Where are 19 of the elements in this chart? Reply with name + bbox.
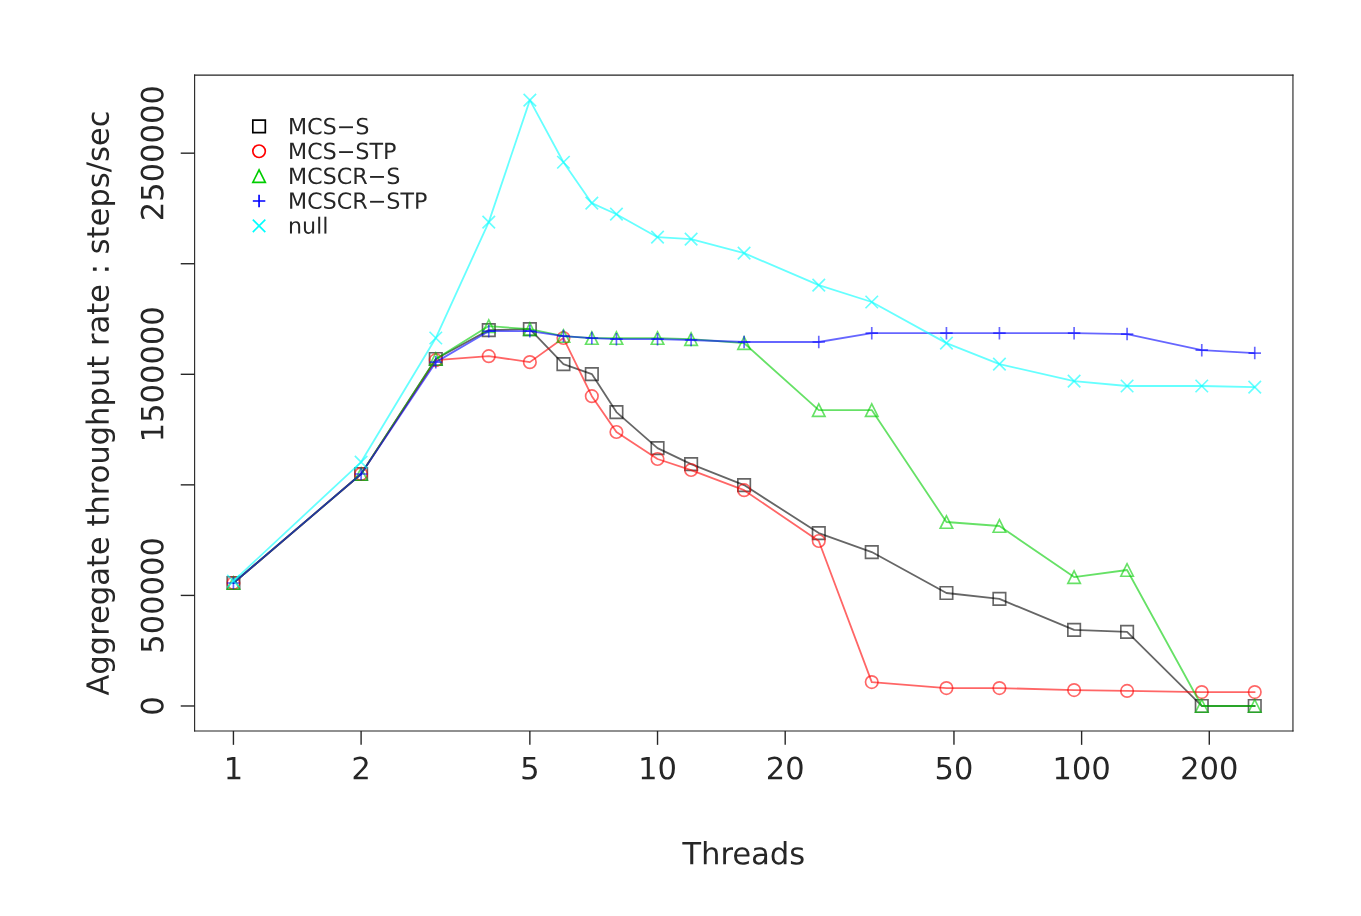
legend-label: MCS−S — [290, 117, 369, 135]
x-tick-label: 200 — [1182, 756, 1237, 780]
y-axis-title: Aggregate throughput rate : steps/sec — [85, 112, 116, 696]
x-axis-title: Threads — [682, 841, 804, 865]
x-tick-label: 1 — [227, 756, 241, 780]
legend-label: MCSCR−S — [290, 167, 400, 185]
y-tick-label: 2500000 — [140, 87, 164, 219]
x-tick-label: 5 — [522, 756, 537, 780]
y-tick-label: 500000 — [140, 539, 164, 652]
x-tick-label: 2 — [353, 756, 368, 780]
legend-label: null — [289, 216, 327, 234]
legend-label: MCSCR−STP — [290, 192, 427, 210]
x-tick-label: 10 — [641, 756, 675, 780]
y-tick-label: 1500000 — [140, 308, 164, 439]
legend-label: MCS−STP — [290, 142, 396, 160]
x-tick-label: 50 — [936, 756, 972, 780]
x-tick-label: 20 — [767, 756, 803, 780]
x-tick-label: 100 — [1055, 756, 1109, 780]
y-tick-label: 0 — [140, 698, 164, 714]
